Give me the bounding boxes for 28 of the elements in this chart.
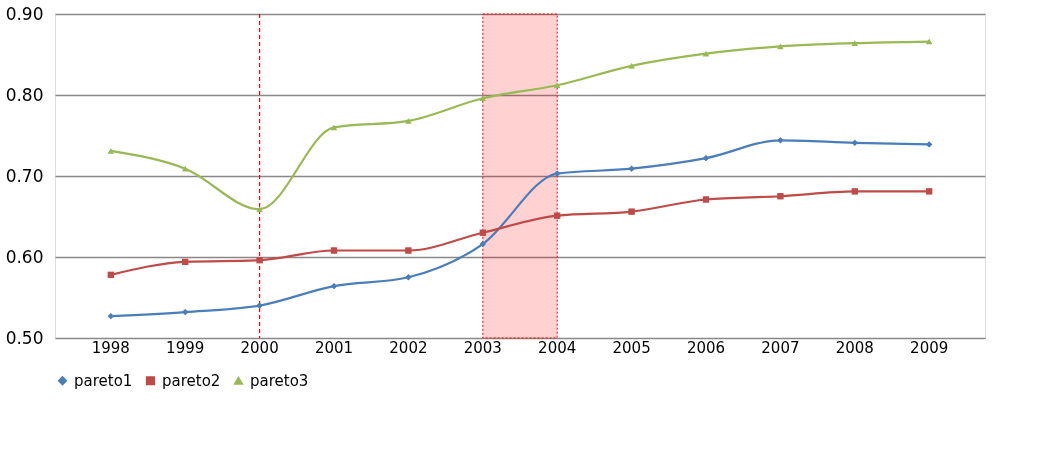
legend-label: pareto2 xyxy=(162,371,221,390)
point xyxy=(405,247,412,254)
point xyxy=(405,118,412,124)
x-tick-label: 2008 xyxy=(835,338,874,357)
x-tick-label: 2005 xyxy=(612,338,651,357)
x-tick-label: 2009 xyxy=(910,338,949,357)
x-tick-label: 1999 xyxy=(166,338,205,357)
x-tick-label: 2007 xyxy=(761,338,800,357)
y-tick-label: 0.50 xyxy=(5,327,44,348)
x-tick-label: 2001 xyxy=(314,338,354,357)
point xyxy=(628,63,635,69)
point xyxy=(628,208,635,215)
point xyxy=(628,165,635,172)
point xyxy=(256,206,263,212)
y-tick-label: 0.70 xyxy=(5,165,44,186)
y-tick-label: 0.90 xyxy=(5,3,44,24)
y-tick-label: 0.80 xyxy=(5,84,44,105)
legend-label: pareto3 xyxy=(250,371,309,390)
x-tick-label: 2006 xyxy=(686,338,726,357)
point xyxy=(256,302,263,309)
x-tick-label: 2002 xyxy=(389,338,428,357)
x-tick-label: 2000 xyxy=(240,338,279,357)
y-tick-label: 0.60 xyxy=(5,246,44,267)
legend-label: pareto1 xyxy=(74,371,133,390)
x-tick-label: 2003 xyxy=(463,338,502,357)
x-tick-label: 1998 xyxy=(91,338,130,357)
point xyxy=(777,137,784,144)
x-tick-label: 2004 xyxy=(538,338,577,357)
